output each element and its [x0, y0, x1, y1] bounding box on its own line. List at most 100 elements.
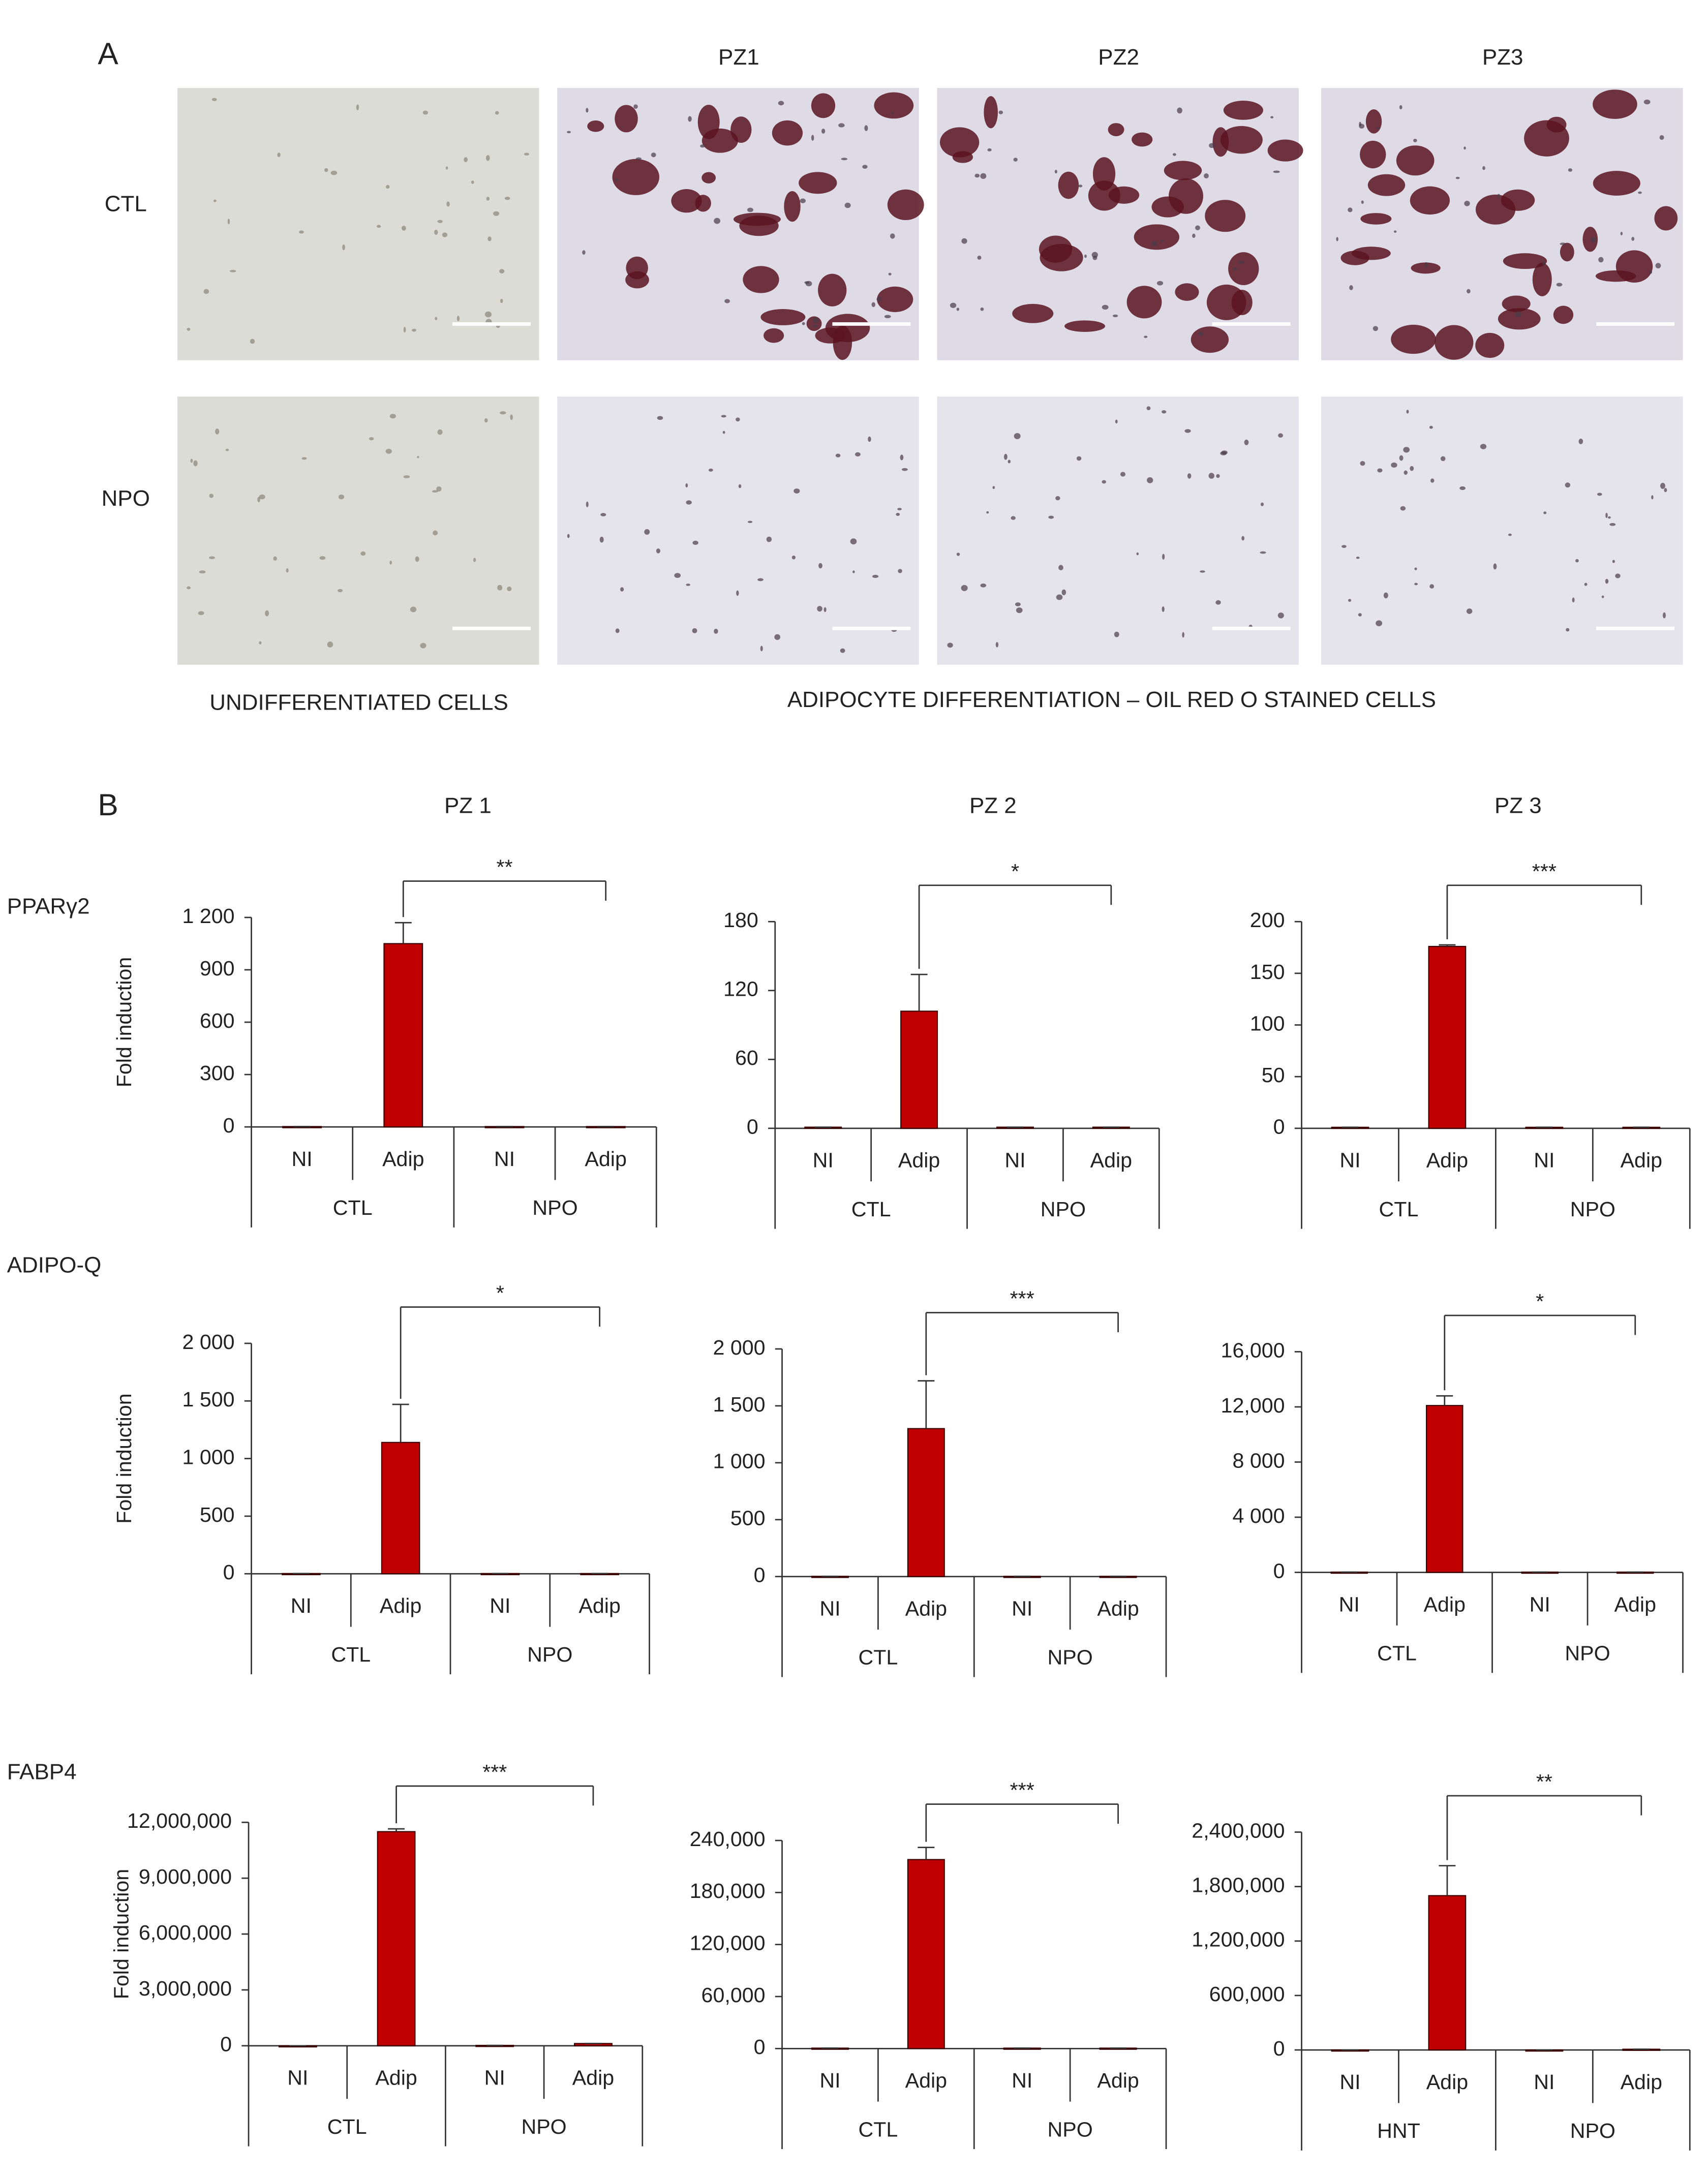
stain	[1598, 257, 1604, 263]
stain	[1663, 612, 1666, 619]
stain	[432, 490, 438, 493]
stain	[876, 296, 882, 302]
stain	[1593, 89, 1637, 119]
stain	[812, 324, 818, 328]
stain	[342, 244, 345, 251]
stain	[412, 328, 416, 332]
y-tick-label: 12,000,000	[127, 1809, 232, 1832]
stain	[1410, 466, 1414, 471]
y-tick-label: 8 000	[1232, 1449, 1285, 1472]
y-tick-label: 1 500	[713, 1393, 765, 1416]
stain	[587, 120, 604, 132]
stain	[812, 317, 819, 324]
stain	[213, 199, 217, 202]
panel-label: B	[98, 787, 118, 822]
x-tick-label: NI	[1339, 2070, 1360, 2094]
significance: *	[496, 1281, 504, 1305]
stain	[855, 452, 861, 457]
bar	[377, 1831, 416, 2046]
stain	[1464, 200, 1470, 206]
group-label: NPO	[1565, 1641, 1610, 1665]
stain	[952, 151, 973, 163]
y-axis-label: Fold induction	[110, 1869, 133, 1999]
stain	[273, 556, 277, 561]
stain	[766, 536, 772, 542]
stain	[330, 170, 338, 175]
stain	[615, 628, 620, 633]
stain	[1497, 194, 1501, 198]
y-tick-label: 9,000,000	[139, 1865, 232, 1888]
stain	[615, 105, 638, 133]
micrograph	[557, 396, 919, 665]
stain	[1643, 99, 1651, 105]
stain	[841, 158, 847, 161]
stain	[215, 428, 220, 435]
stain	[1543, 511, 1547, 514]
stain	[1376, 127, 1381, 130]
stain	[1356, 557, 1360, 559]
y-tick-label: 500	[200, 1503, 235, 1526]
x-tick-label: NI	[287, 2066, 308, 2090]
stain	[1348, 599, 1352, 602]
stain	[1084, 254, 1087, 258]
stain	[850, 538, 857, 545]
stain	[1016, 607, 1023, 613]
stain	[225, 448, 229, 451]
significance: *	[1011, 860, 1019, 883]
y-tick-label: 60	[735, 1046, 758, 1069]
stain	[445, 166, 448, 170]
stain	[250, 339, 255, 344]
stain	[209, 494, 214, 498]
stain	[974, 173, 980, 178]
y-tick-label: 0	[754, 2035, 766, 2059]
stain	[433, 530, 438, 536]
stain	[980, 307, 984, 311]
stain	[901, 468, 908, 471]
stain	[1340, 251, 1369, 265]
stain	[1260, 551, 1266, 554]
stain	[874, 92, 914, 119]
stain	[437, 429, 443, 435]
stain	[1515, 311, 1521, 318]
stain	[493, 211, 500, 216]
stain	[377, 225, 381, 228]
row-title: NPO	[102, 486, 150, 511]
stain	[1204, 173, 1209, 179]
stain	[1146, 406, 1151, 410]
x-tick-label: Adip	[1621, 2070, 1662, 2094]
stain	[1241, 536, 1245, 541]
stain	[1498, 308, 1541, 330]
stain	[1615, 250, 1653, 283]
bar	[1426, 1405, 1463, 1573]
micrograph	[177, 88, 539, 360]
stain	[464, 157, 468, 162]
stain	[484, 418, 488, 423]
stain	[1267, 139, 1303, 162]
stain	[277, 152, 281, 157]
stain	[301, 457, 307, 460]
stain	[818, 563, 822, 569]
y-tick-label: 0	[223, 1560, 235, 1584]
stain	[422, 110, 429, 115]
stain	[633, 104, 638, 109]
stain	[600, 513, 606, 516]
stain	[403, 326, 406, 333]
stain	[1440, 456, 1446, 462]
stain	[1277, 612, 1284, 619]
stain	[1615, 573, 1621, 578]
stain	[1391, 462, 1397, 468]
stain	[1608, 516, 1611, 519]
stain	[708, 468, 713, 472]
stain	[891, 111, 894, 115]
stain	[1410, 186, 1450, 215]
stain	[1114, 631, 1119, 637]
x-tick-label: NI	[1339, 1592, 1360, 1616]
column-title: PZ 3	[1494, 793, 1542, 818]
stain	[1076, 456, 1082, 461]
stain	[862, 165, 868, 169]
stain	[1182, 632, 1184, 638]
stain	[567, 534, 570, 538]
stain	[833, 325, 852, 360]
group-label: NPO	[532, 1196, 577, 1219]
y-axis-label: Fold induction	[112, 957, 136, 1087]
